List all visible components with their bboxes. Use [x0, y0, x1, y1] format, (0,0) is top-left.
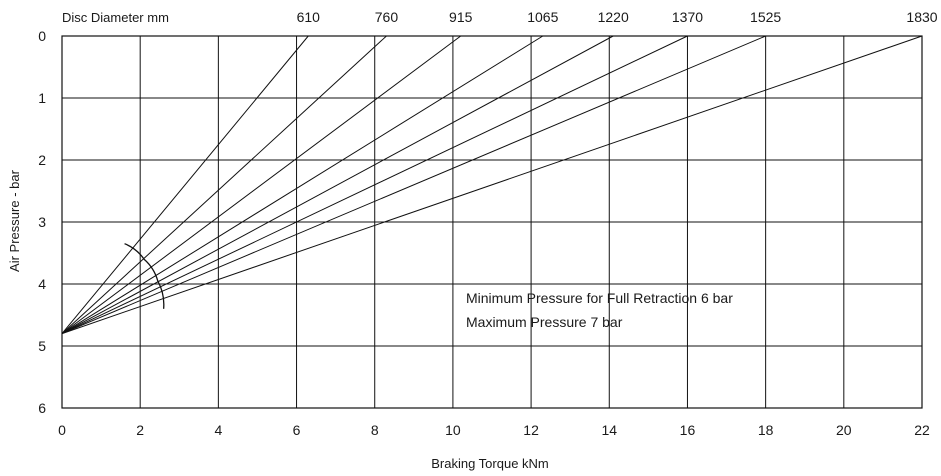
x-tick-label: 12 [523, 422, 539, 438]
series-line-1220 [61, 35, 614, 335]
x-tick-label: 16 [680, 422, 696, 438]
x-tick-label: 20 [836, 422, 852, 438]
y-tick-label: 6 [38, 400, 46, 416]
y-tick-label: 3 [38, 214, 46, 230]
x-tick-label: 0 [58, 422, 66, 438]
x-tick-label: 14 [601, 422, 617, 438]
series-line-915 [61, 35, 462, 335]
top-axis-label: Disc Diameter mm [62, 10, 169, 25]
x-tick-label: 6 [293, 422, 301, 438]
diameter-label: 1220 [598, 9, 629, 25]
series-lines [61, 35, 923, 335]
plot-frame [61, 35, 923, 409]
series-line-1830 [61, 35, 923, 335]
y-tick-label: 5 [38, 338, 46, 354]
x-tick-labels: 0 2 4 6 8 10 12 14 16 18 20 22 [58, 422, 930, 438]
y-tick-label: 1 [38, 90, 46, 106]
pressure-arc [124, 243, 165, 309]
x-tick-label: 8 [371, 422, 379, 438]
diameter-label: 610 [297, 9, 321, 25]
x-tick-label: 4 [214, 422, 222, 438]
diameter-label: 1525 [750, 9, 781, 25]
x-tick-label: 2 [136, 422, 144, 438]
grid [61, 35, 923, 409]
diameter-label: 760 [375, 9, 399, 25]
x-tick-label: 22 [914, 422, 930, 438]
series-line-1525 [61, 35, 766, 335]
x-axis-label: Braking Torque kNm [431, 456, 549, 471]
x-tick-label: 10 [445, 422, 461, 438]
diameter-label: 1830 [906, 9, 937, 25]
y-tick-label: 2 [38, 152, 46, 168]
y-tick-label: 0 [38, 28, 46, 44]
annotation-max-pressure: Maximum Pressure 7 bar [466, 314, 623, 330]
series-line-610 [61, 35, 309, 334]
diameter-label: 1370 [672, 9, 703, 25]
series-line-760 [61, 35, 387, 334]
y-tick-label: 4 [38, 276, 46, 292]
diameter-label: 1065 [527, 9, 558, 25]
series-line-1370 [61, 35, 688, 335]
diameter-labels: 610 760 915 1065 1220 1370 1525 1830 [297, 9, 938, 25]
diameter-label: 915 [449, 9, 473, 25]
annotation-min-pressure: Minimum Pressure for Full Retraction 6 b… [466, 290, 733, 306]
series-line-1065 [61, 35, 544, 335]
y-axis-label: Air Pressure - bar [7, 169, 22, 272]
x-tick-label: 18 [758, 422, 774, 438]
y-tick-labels: 0 1 2 3 4 5 6 [38, 28, 46, 416]
